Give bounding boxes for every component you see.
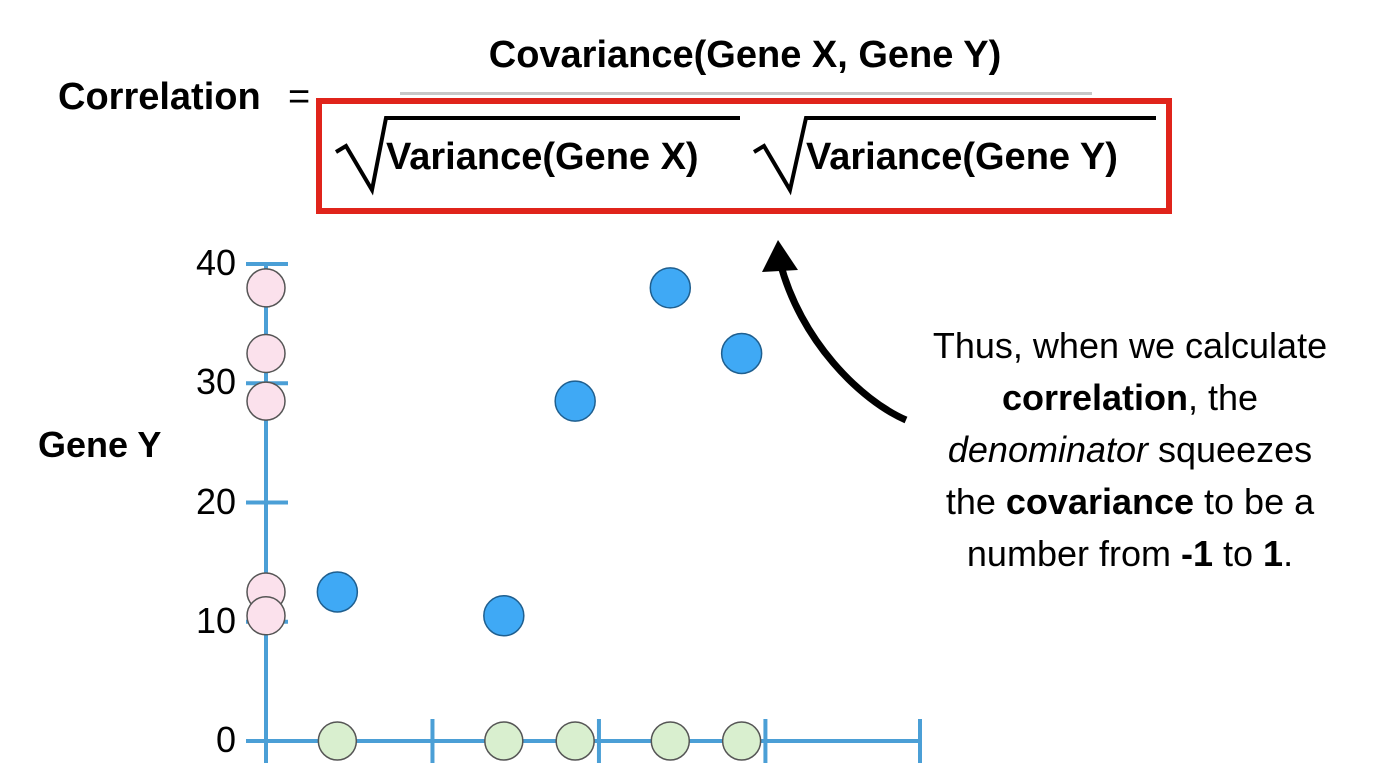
y-tick-label: 40 bbox=[195, 242, 236, 283]
data-point bbox=[554, 380, 596, 422]
formula-numerator: Covariance(Gene X, Gene Y) bbox=[488, 34, 1002, 76]
y-tick-label: 20 bbox=[195, 480, 236, 522]
y-projection-point bbox=[246, 268, 286, 308]
y-projection-point bbox=[246, 381, 286, 421]
annotation-line-3: denominator squeezes bbox=[947, 429, 1313, 470]
x-projection-point bbox=[317, 721, 358, 761]
data-points bbox=[316, 267, 763, 637]
data-point bbox=[316, 571, 359, 613]
equals-sign: = bbox=[288, 76, 311, 118]
annotation-line-4: the covariance to be a bbox=[945, 481, 1315, 522]
annotation-line-2: correlation, the bbox=[1001, 377, 1259, 418]
denominator-variance-y: Variance(Gene Y) bbox=[806, 136, 1118, 178]
denominator-variance-x: Variance(Gene X) bbox=[386, 136, 699, 178]
y-tick-label: 0 bbox=[215, 719, 236, 760]
data-point bbox=[483, 595, 525, 637]
data-point bbox=[720, 332, 763, 375]
x-projection-point bbox=[484, 721, 524, 761]
annotation-line-5: number from -1 to 1. bbox=[966, 533, 1294, 574]
sqrt-sign-y bbox=[752, 116, 1156, 196]
sqrt-sign-x bbox=[334, 116, 740, 196]
y-tick-label: 10 bbox=[195, 599, 236, 641]
y-projection-points bbox=[246, 268, 286, 636]
annotation-line-1: Thus, when we calculate bbox=[932, 325, 1328, 366]
denominator-highlight-box bbox=[316, 98, 1172, 214]
y-tick-label: 30 bbox=[195, 361, 236, 403]
fraction-line bbox=[400, 92, 1092, 95]
correlation-label: Correlation bbox=[58, 76, 261, 118]
data-point bbox=[649, 267, 692, 309]
arrow-line bbox=[776, 261, 908, 424]
x-projection-point bbox=[721, 721, 762, 761]
x-projection-point bbox=[555, 721, 595, 761]
annotation-text: Thus, when we calculate correlation, the… bbox=[870, 320, 1386, 580]
y-projection-point bbox=[246, 596, 286, 636]
x-projection-point bbox=[650, 721, 691, 761]
x-projection-points bbox=[317, 721, 762, 761]
y-projection-point bbox=[246, 333, 286, 374]
y-axis-label: Gene Y bbox=[38, 424, 162, 465]
arrow-head bbox=[762, 240, 798, 272]
